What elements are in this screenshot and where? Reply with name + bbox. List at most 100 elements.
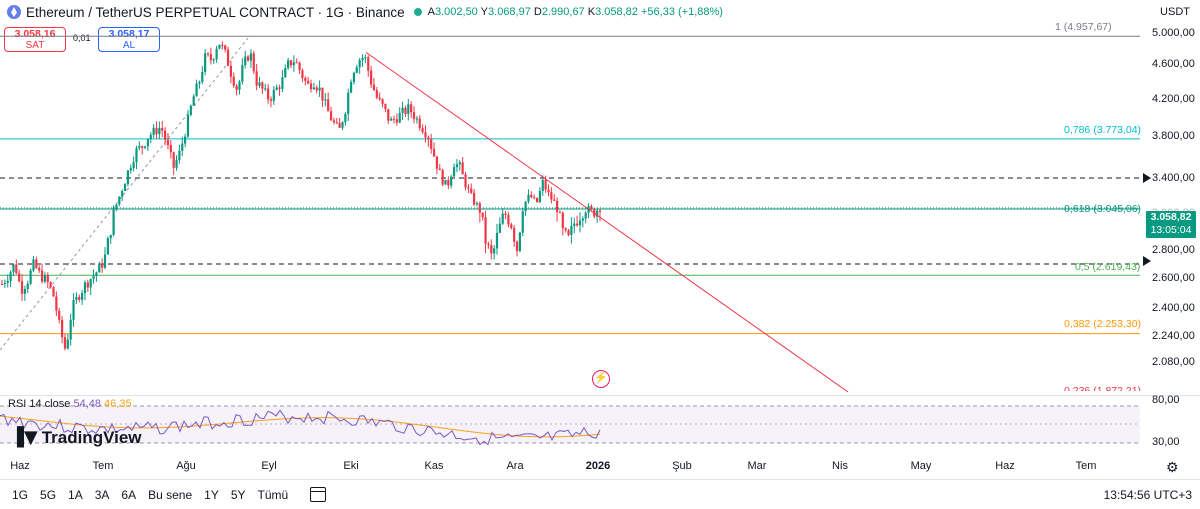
candle-body (172, 152, 175, 168)
fib-label-786: 0,786 (3.773,04) (1064, 124, 1142, 136)
change-value: +56,33 (+1,88%) (640, 6, 723, 18)
rsi-value: 54,48 (73, 398, 101, 410)
rsi-lower: 30,00 (1152, 436, 1180, 448)
candle-body (427, 137, 430, 140)
time-tick: Tem (92, 460, 114, 472)
candle-body (23, 288, 26, 294)
candle-body (533, 197, 536, 199)
sell-button[interactable]: 3.058,16 SAT (4, 27, 66, 52)
price-tick: 3.800,00 (1152, 130, 1195, 142)
candle-body (244, 56, 247, 66)
candle-body (349, 82, 353, 93)
spread-value: 0,01 (73, 33, 91, 43)
low-value: 2.990,67 (541, 6, 585, 18)
price-axis[interactable]: 5.000,00 4.600,00 4.200,00 3.800,00 3.40… (1142, 24, 1200, 464)
candle-body (241, 65, 244, 82)
range-5d[interactable]: 5G (40, 487, 57, 502)
price-chart[interactable] (0, 0, 1140, 395)
buy-button[interactable]: 3.058,17 AL (98, 27, 160, 52)
candle-body (169, 144, 172, 153)
candle-body (507, 214, 510, 225)
candle-body (550, 192, 553, 200)
rsi-line (0, 409, 601, 446)
candle-body (95, 272, 98, 276)
candle-body (321, 87, 324, 101)
rsi-pane[interactable] (0, 397, 1140, 457)
clock-timezone[interactable]: 13:54:56 UTC+3 (1103, 488, 1192, 502)
candle-body (123, 184, 127, 191)
candle-body (198, 81, 201, 84)
alert-arrow-icon[interactable] (1143, 173, 1151, 183)
candle-body (567, 230, 570, 236)
candle-body (184, 136, 187, 144)
ohlc-values: A3.002,50 Y3.068,97 D2.990,67 K3.058,82 … (427, 6, 723, 18)
candle-body (75, 296, 78, 300)
candle-body (258, 82, 261, 86)
candle-body (98, 263, 101, 273)
candle-body (12, 264, 15, 273)
price-tick: 2.080,00 (1152, 356, 1195, 368)
rsi-legend[interactable]: RSI 14 close 54,48 46,35 (8, 398, 132, 410)
candle-body (149, 134, 152, 139)
candle-body (163, 130, 167, 140)
candle-body (264, 88, 267, 90)
candle-body (478, 203, 481, 213)
candle-body (392, 118, 396, 120)
candle-body (235, 85, 238, 90)
lightning-icon[interactable]: ⚡ (592, 370, 610, 388)
candle-body (452, 167, 456, 177)
candle-body (292, 62, 295, 66)
candle-body (3, 282, 6, 285)
candle-body (152, 127, 155, 135)
candle-body (58, 310, 61, 320)
candle-body (29, 270, 32, 284)
pane-divider[interactable] (0, 395, 1200, 396)
candle-body (195, 83, 198, 97)
candle-body (555, 200, 559, 212)
candle-body (301, 70, 304, 78)
settings-icon[interactable]: ⚙ (1166, 459, 1179, 475)
candle-body (238, 81, 241, 90)
candle-body (473, 192, 476, 205)
range-6m[interactable]: 6A (121, 487, 137, 502)
candle-body (55, 296, 58, 311)
range-all[interactable]: Tümü (257, 487, 289, 502)
candle-body (304, 77, 307, 81)
fib-label-1: 1 (4.957,67) (1055, 21, 1112, 33)
range-1m[interactable]: 1A (68, 487, 83, 502)
candle-body (487, 243, 490, 246)
time-tick: Eyl (261, 460, 277, 472)
candle-body (324, 99, 327, 101)
range-1d[interactable]: 1G (12, 487, 29, 502)
time-tick: Mar (747, 460, 767, 472)
candle-body (246, 56, 250, 61)
price-tick: 4.600,00 (1152, 58, 1195, 70)
price-tick: 5.000,00 (1152, 27, 1195, 39)
candle-body (541, 179, 544, 191)
candle-body (60, 319, 64, 338)
bar-countdown: 13:05:04 (1150, 224, 1192, 236)
candle-body (570, 225, 573, 236)
range-ytd[interactable]: Bu sene (148, 487, 193, 502)
candle-body (524, 201, 527, 212)
calendar-icon[interactable] (310, 487, 327, 502)
candle-body (229, 65, 232, 77)
symbol-title[interactable]: Ethereum / TetherUS PERPETUAL CONTRACT ·… (26, 4, 405, 20)
buy-price: 3.058,17 (108, 28, 150, 40)
candle-body (432, 148, 436, 157)
candle-body (38, 267, 41, 271)
time-axis[interactable]: Haz Tem Ağu Eyl Eki Kas Ara 2026 Şub Mar… (0, 457, 1140, 475)
candle-body (493, 248, 496, 254)
candle-body (327, 99, 330, 112)
range-5y[interactable]: 5Y (230, 487, 246, 502)
currency-selector[interactable]: USDT (1160, 6, 1190, 18)
candle-body (78, 296, 81, 300)
tradingview-logo[interactable]: ▐▼ TradingView (10, 427, 142, 448)
candle-body (401, 107, 404, 113)
time-tick: Ağu (176, 460, 196, 472)
time-tick: Ara (506, 460, 524, 472)
alert-arrow-icon[interactable] (1143, 256, 1151, 266)
candle-body (261, 82, 264, 89)
range-1y[interactable]: 1Y (204, 487, 219, 502)
range-3m[interactable]: 3A (94, 487, 110, 502)
